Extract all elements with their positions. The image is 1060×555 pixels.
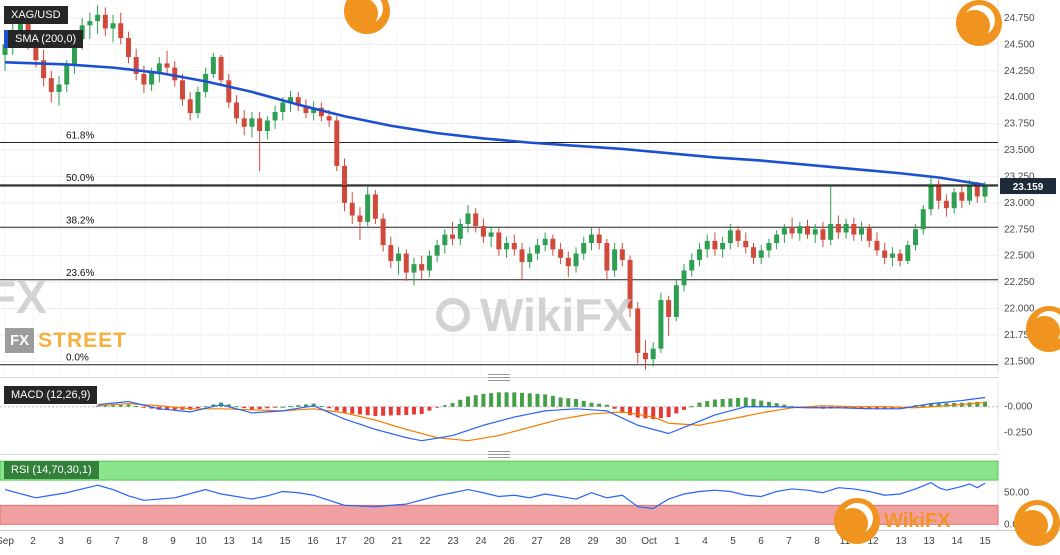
time-axis-label: 5	[730, 536, 736, 547]
fxstreet-logo: FX STREET	[5, 328, 127, 353]
price-axis-label: 24.500	[1004, 39, 1035, 50]
price-axis-label: 22.500	[1004, 251, 1035, 262]
pane-resize-handle-icon[interactable]	[488, 451, 510, 458]
rsi-oversold-band	[0, 504, 999, 525]
sma-indicator-badge[interactable]: SMA (200,0)	[4, 30, 84, 48]
wikifx-coin-icon	[1014, 500, 1060, 546]
price-axis-label: 23.250	[1004, 171, 1035, 182]
price-axis-label: 21.500	[1004, 356, 1035, 367]
time-axis-label: 1	[674, 536, 680, 547]
fib-level-label: 50.0%	[66, 173, 94, 184]
time-axis-label: 29	[587, 536, 599, 547]
rsi-chart[interactable]: 50.000.000	[0, 458, 1060, 530]
wikifx-coin-icon	[834, 498, 880, 544]
price-pane[interactable]: 24.750 24.500 24.250 24.000 23.750 23.500 23.2…	[0, 0, 1060, 374]
sma200-line	[4, 61, 986, 187]
time-axis-label: 2	[30, 536, 36, 547]
macd-axis-label: -0.000	[1004, 402, 1033, 413]
time-axis-label: Sep	[0, 536, 14, 547]
macd-chart[interactable]: -0.000 -0.250	[0, 381, 1060, 451]
symbol-badge: XAG/USD	[4, 6, 68, 24]
time-axis-label: 24	[475, 536, 487, 547]
time-axis-label: 14	[251, 536, 263, 547]
time-axis-label: 13	[223, 536, 235, 547]
wikifx-coin-icon	[956, 0, 1002, 46]
wikifx-ring-icon	[436, 298, 470, 332]
price-badge	[1000, 178, 1056, 195]
time-axis-label: 30	[615, 536, 627, 547]
time-axis-label: 13	[923, 536, 935, 547]
time-axis-label: 11	[839, 536, 851, 547]
rsi-indicator-badge[interactable]: RSI (14,70,30,1)	[4, 461, 99, 479]
price-axis-label: 22.000	[1004, 303, 1035, 314]
time-axis-label: 8	[814, 536, 820, 547]
price-axis-label: 24.250	[1004, 66, 1035, 77]
time-axis-label: 26	[503, 536, 515, 547]
watermark-wikifx-text: WikiFX	[480, 289, 633, 341]
candlestick-chart[interactable]: 24.750 24.500 24.250 24.000 23.750 23.500 23.2…	[0, 0, 1060, 374]
fxstreet-street-text: STREET	[38, 328, 128, 352]
macd-pane[interactable]: -0.000 -0.250 MACD (12,26,9)	[0, 381, 1060, 451]
price-axis-label: 23.000	[1004, 198, 1035, 209]
time-axis-label: 21	[391, 536, 403, 547]
price-badge-label: 23.159	[1013, 182, 1044, 193]
time-axis-label: 13	[895, 536, 907, 547]
pane-divider	[0, 451, 1060, 458]
time-axis-label: 15	[979, 536, 991, 547]
fxstreet-fx-box: FX	[5, 328, 35, 353]
rsi-axis-label: 50.00	[1004, 488, 1029, 499]
wikifx-coin-label: WikiFX	[884, 510, 951, 532]
time-axis-label: 28	[559, 536, 571, 547]
watermark-fx-partial: FX	[0, 271, 47, 323]
macd-indicator-badge[interactable]: MACD (12,26,9)	[4, 386, 98, 404]
time-axis-label: 7	[114, 536, 120, 547]
macd-axis-label: -0.250	[1004, 427, 1033, 438]
fib-level-label: 23.6%	[66, 268, 94, 279]
price-axis-label: 22.750	[1004, 224, 1035, 235]
time-axis-label: 23	[447, 536, 459, 547]
time-axis-label: Oct	[641, 536, 657, 547]
rsi-pane[interactable]: 50.000.000 RSI (14,70,30,1)	[0, 458, 1060, 530]
time-axis-label: 14	[951, 536, 963, 547]
time-axis-label: 10	[195, 536, 207, 547]
pane-divider	[0, 374, 1060, 381]
time-axis-label: 4	[702, 536, 708, 547]
time-axis-label: 6	[86, 536, 92, 547]
pane-resize-handle-icon[interactable]	[488, 374, 510, 381]
time-axis-label: 17	[335, 536, 347, 547]
time-axis-label: 7	[786, 536, 792, 547]
fib-level-label: 0.0%	[66, 353, 89, 364]
price-axis-label: 24.000	[1004, 92, 1035, 103]
price-axis-label: 22.250	[1004, 277, 1035, 288]
fib-level-label: 61.8%	[66, 131, 94, 142]
time-axis-label: 15	[279, 536, 291, 547]
watermark-wikifx: WikiFX	[436, 288, 633, 342]
rsi-overbought-band	[0, 460, 999, 481]
wikifx-coin-icon	[1026, 306, 1060, 352]
time-axis[interactable]: Sep2367891013141516172021222324262728293…	[0, 530, 1060, 555]
price-axis-label: 23.500	[1004, 145, 1035, 156]
price-axis-label: 23.750	[1004, 119, 1035, 130]
time-axis-label: 3	[58, 536, 64, 547]
time-axis-label: 12	[867, 536, 879, 547]
time-axis-label: 22	[419, 536, 431, 547]
time-axis-label: 16	[307, 536, 319, 547]
time-axis-label: 20	[363, 536, 375, 547]
time-axis-label: 8	[142, 536, 148, 547]
price-axis-label: 24.750	[1004, 13, 1035, 24]
fib-level-label: 38.2%	[66, 215, 94, 226]
price-axis-label: 21.750	[1004, 330, 1035, 341]
time-axis-label: 6	[758, 536, 764, 547]
time-axis-label: 9	[170, 536, 176, 547]
time-axis-label: 27	[531, 536, 543, 547]
